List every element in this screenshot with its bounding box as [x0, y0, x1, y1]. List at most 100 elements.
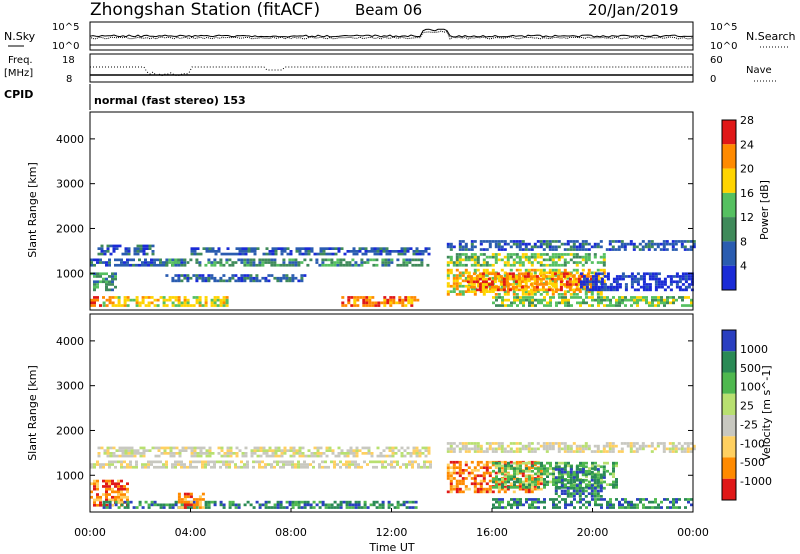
- heatmap-cell: [681, 296, 684, 299]
- heatmap-cell: [340, 449, 344, 452]
- heatmap-cell: [252, 263, 256, 267]
- heatmap-cell: [360, 258, 364, 262]
- heatmap-cell: [513, 503, 516, 507]
- heatmap-cell: [337, 452, 341, 455]
- heatmap-cell: [588, 503, 591, 507]
- heatmap-cell: [321, 500, 325, 504]
- heatmap-cell: [579, 500, 582, 504]
- heatmap-cell: [507, 304, 510, 307]
- heatmap-cell: [546, 467, 549, 470]
- heatmap-cell: [274, 247, 278, 250]
- heatmap-cell: [585, 483, 588, 486]
- heatmap-cell: [96, 498, 99, 502]
- heatmap-cell: [249, 263, 253, 267]
- heatmap-cell: [615, 298, 618, 302]
- heatmap-cell: [93, 479, 96, 483]
- heatmap-cell: [103, 452, 107, 455]
- heatmap-cell: [563, 263, 567, 267]
- heatmap-cell: [508, 288, 512, 292]
- heatmap-cell: [624, 283, 628, 286]
- heatmap-cell: [198, 296, 202, 299]
- heatmap-cell: [464, 444, 468, 448]
- heatmap-cell: [651, 506, 654, 509]
- heatmap-cell: [650, 450, 654, 453]
- heatmap-cell: [343, 454, 347, 458]
- heatmap-cell: [214, 252, 218, 256]
- heatmap-cell: [630, 298, 633, 302]
- heatmap-cell: [611, 240, 615, 243]
- heatmap-cell: [497, 490, 501, 494]
- heatmap-cell: [591, 277, 595, 281]
- heatmap-cell: [347, 301, 351, 305]
- heatmap-cell: [446, 245, 450, 249]
- heatmap-cell: [539, 274, 543, 277]
- heatmap-cell: [615, 283, 619, 286]
- heatmap-cell: [585, 296, 588, 299]
- heatmap-cell: [552, 472, 555, 476]
- heatmap-cell: [243, 274, 247, 277]
- heatmap-cell: [479, 487, 483, 491]
- heatmap-cell: [288, 279, 292, 283]
- heatmap-cell: [358, 247, 362, 250]
- heatmap-cell: [507, 478, 510, 481]
- heatmap-cell: [554, 248, 558, 251]
- heatmap-cell: [388, 454, 392, 458]
- heatmap-cell: [93, 280, 96, 284]
- colorbar-tick-label: 4: [740, 260, 747, 273]
- heatmap-cell: [678, 285, 682, 289]
- heatmap-cell: [606, 461, 609, 465]
- heatmap-cell: [515, 253, 519, 256]
- heatmap-cell: [591, 298, 594, 302]
- heatmap-cell: [353, 304, 357, 307]
- heatmap-cell: [554, 245, 558, 249]
- heatmap-cell: [123, 465, 126, 469]
- heatmap-cell: [579, 464, 582, 468]
- heatmap-cell: [337, 250, 341, 253]
- heatmap-cell: [120, 501, 123, 504]
- heatmap-cell: [449, 261, 453, 264]
- heatmap-cell: [336, 503, 340, 507]
- heatmap-cell: [526, 275, 530, 278]
- heatmap-cell: [660, 280, 664, 284]
- heatmap-cell: [543, 304, 546, 307]
- heatmap-cell: [533, 450, 537, 453]
- heatmap-cell: [645, 288, 649, 292]
- heatmap-cell: [554, 255, 558, 259]
- heatmap-cell: [307, 247, 311, 250]
- heatmap-cell: [282, 261, 286, 264]
- heatmap-cell: [324, 258, 328, 262]
- heatmap-cell: [111, 283, 114, 286]
- heatmap-cell: [516, 296, 519, 299]
- heatmap-cell: [665, 240, 669, 243]
- heatmap-cell: [124, 454, 128, 458]
- heatmap-cell: [353, 296, 357, 299]
- heatmap-cell: [555, 503, 558, 507]
- heatmap-cell: [521, 293, 525, 296]
- heatmap-cell: [651, 304, 654, 307]
- heatmap-cell: [264, 258, 268, 262]
- heatmap-cell: [521, 276, 525, 280]
- heatmap-cell: [298, 252, 302, 256]
- heatmap-cell: [208, 454, 212, 458]
- heatmap-cell: [446, 442, 450, 445]
- heatmap-cell: [283, 449, 287, 452]
- heatmap-cell: [648, 277, 652, 281]
- heatmap-cell: [193, 250, 197, 253]
- heatmap-cell: [375, 465, 378, 469]
- heatmap-cell: [668, 242, 672, 246]
- heatmap-cell: [467, 442, 471, 445]
- heatmap-cell: [617, 240, 621, 243]
- heatmap-cell: [561, 486, 564, 489]
- heatmap-cell: [482, 463, 486, 467]
- heatmap-cell: [464, 242, 468, 246]
- heatmap-cell: [663, 277, 667, 281]
- heatmap-cell: [516, 464, 519, 468]
- heatmap-cell: [350, 304, 354, 307]
- heatmap-cell: [348, 500, 352, 504]
- heatmap-cell: [195, 298, 199, 302]
- heatmap-cell: [150, 500, 154, 504]
- heatmap-cell: [147, 263, 150, 267]
- heatmap-cell: [333, 465, 336, 469]
- heatmap-cell: [222, 263, 226, 267]
- heatmap-cell: [612, 277, 616, 281]
